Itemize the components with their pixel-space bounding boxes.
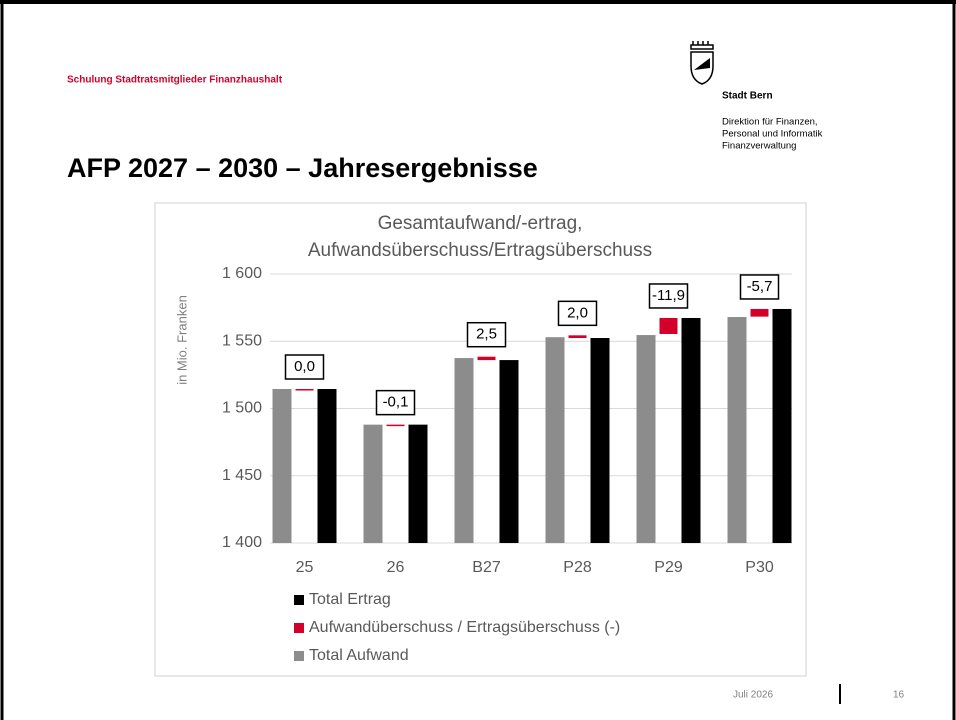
x-tick-label: B27 <box>472 559 501 576</box>
bar <box>681 317 701 543</box>
difference-bar <box>295 388 314 391</box>
difference-bar <box>750 308 769 317</box>
legend-swatch <box>294 623 304 633</box>
value-label-box <box>375 389 416 416</box>
footer-date: Juli 2026 <box>733 690 773 701</box>
legend-label: Total Ertrag <box>309 591 391 608</box>
difference-bar <box>568 335 587 339</box>
difference-bar <box>477 356 496 361</box>
chart-title: Gesamtaufwand/-ertrag, <box>378 213 583 234</box>
legend-swatch <box>294 595 304 605</box>
y-axis-label: in Mio. Franken <box>174 295 189 385</box>
value-label-box <box>648 283 689 309</box>
course-name: Schulung Stadtratsmitglieder Finanzhaush… <box>67 75 283 86</box>
bar <box>499 360 519 543</box>
legend-label: Aufwandüberschuss / Ertragsüberschuss (-… <box>309 619 620 636</box>
bar <box>454 358 474 543</box>
legend-swatch <box>294 651 304 661</box>
x-tick-label: P30 <box>745 559 774 576</box>
slide-title: AFP 2027 – 2030 – Jahresergebnisse <box>67 153 538 183</box>
value-label: 2,0 <box>567 304 588 321</box>
x-tick-label: P28 <box>563 559 592 576</box>
x-tick-label: 26 <box>387 559 405 576</box>
value-label-box <box>557 300 598 327</box>
x-tick-label: P29 <box>654 559 683 576</box>
value-label-box <box>284 354 325 380</box>
y-tick-label: 1 550 <box>222 332 262 349</box>
value-label: -11,9 <box>652 287 685 304</box>
bar <box>408 424 428 543</box>
value-label: -5,7 <box>747 278 773 295</box>
bar <box>317 388 337 543</box>
difference-bar <box>386 424 405 427</box>
bar <box>545 337 565 543</box>
bar <box>590 338 610 543</box>
value-label: 2,5 <box>476 326 497 343</box>
org-name: Stadt Bern <box>722 91 773 102</box>
bar <box>272 388 292 543</box>
y-tick-label: 1 500 <box>222 400 262 417</box>
logo <box>690 41 714 85</box>
chart-title: Aufwandsüberschuss/Ertragsüberschuss <box>308 240 652 261</box>
y-tick-label: 1 450 <box>222 467 262 484</box>
value-label: 0,0 <box>294 358 315 375</box>
x-tick-label: 25 <box>296 559 314 576</box>
department: Finanzverwaltung <box>722 141 796 152</box>
value-label-box <box>739 274 780 300</box>
department: Direktion für Finanzen, <box>722 117 818 128</box>
y-tick-label: 1 600 <box>222 265 262 282</box>
value-label: -0,1 <box>383 394 409 411</box>
y-tick-label: 1 400 <box>222 534 262 551</box>
department: Personal und Informatik <box>722 129 823 140</box>
bar <box>636 335 656 543</box>
legend-label: Total Aufwand <box>309 647 409 664</box>
bar <box>363 424 383 543</box>
bar <box>727 317 747 543</box>
value-label-box <box>466 321 507 348</box>
difference-bar <box>659 317 678 334</box>
footer-page: 16 <box>893 690 905 701</box>
bar <box>772 308 792 543</box>
